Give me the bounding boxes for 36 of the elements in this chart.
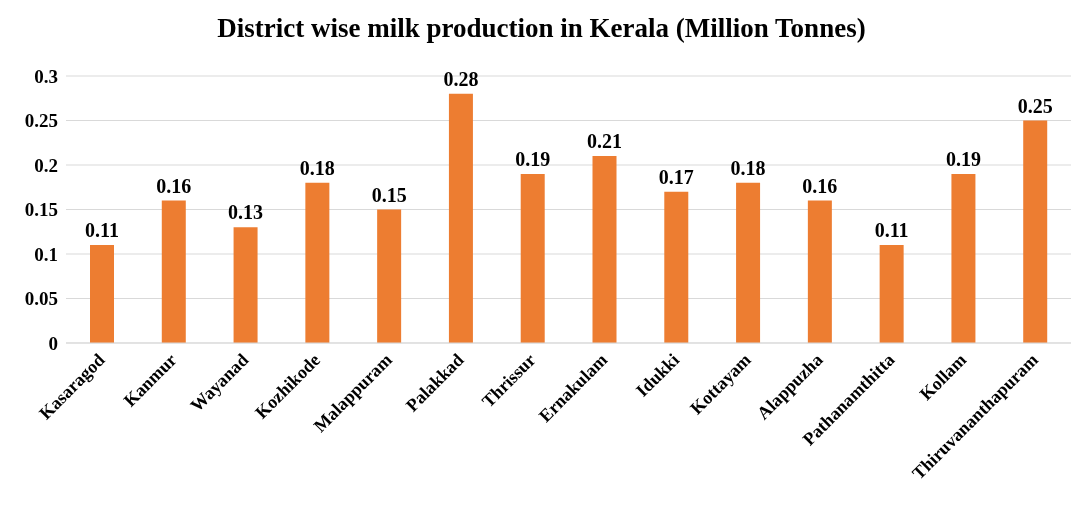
y-tick-label: 0.05 bbox=[24, 288, 58, 310]
bar bbox=[736, 182, 761, 343]
data-label: 0.11 bbox=[874, 219, 909, 242]
bar bbox=[161, 200, 186, 343]
bar bbox=[305, 182, 330, 343]
bar bbox=[520, 173, 545, 343]
data-label: 0.18 bbox=[299, 156, 335, 179]
bar bbox=[233, 227, 258, 343]
y-tick-label: 0.2 bbox=[34, 154, 58, 176]
y-tick-label: 0.15 bbox=[24, 199, 58, 221]
y-tick-label: 0 bbox=[48, 332, 58, 354]
bar bbox=[377, 209, 402, 343]
bar bbox=[807, 200, 832, 343]
data-label: 0.16 bbox=[802, 174, 838, 197]
data-label: 0.11 bbox=[85, 219, 119, 242]
bar bbox=[90, 245, 114, 343]
data-label: 0.25 bbox=[1017, 94, 1053, 117]
data-label: 0.18 bbox=[730, 156, 766, 179]
bar bbox=[1023, 120, 1048, 343]
data-label: 0.17 bbox=[658, 165, 694, 188]
y-tick-label: 0.25 bbox=[24, 110, 58, 132]
bar bbox=[664, 191, 689, 343]
y-tick-label: 0.3 bbox=[34, 65, 58, 87]
bar bbox=[448, 93, 473, 343]
bar bbox=[592, 156, 617, 343]
data-label: 0.28 bbox=[443, 67, 479, 90]
data-label: 0.21 bbox=[587, 130, 622, 153]
chart-title: District wise milk production in Kerala (Million Tonnes) bbox=[216, 12, 867, 45]
data-label: 0.16 bbox=[156, 174, 192, 197]
bar bbox=[879, 245, 904, 343]
y-tick-label: 0.1 bbox=[34, 243, 58, 265]
data-label: 0.19 bbox=[515, 147, 551, 170]
data-label: 0.13 bbox=[228, 201, 264, 224]
data-label: 0.15 bbox=[371, 183, 407, 206]
bar bbox=[951, 173, 976, 343]
data-label: 0.19 bbox=[945, 147, 981, 170]
